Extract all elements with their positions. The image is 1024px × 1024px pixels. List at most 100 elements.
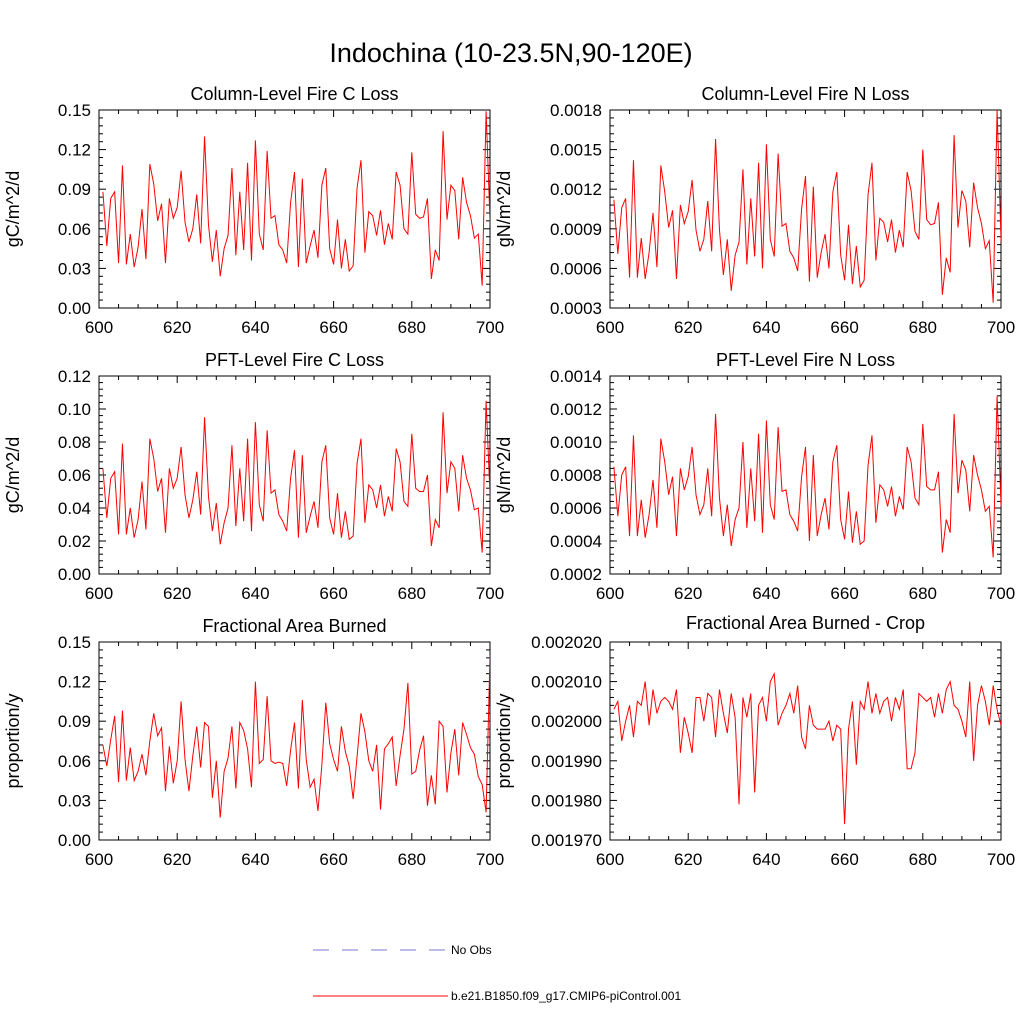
x-tick-label: 700 (987, 850, 1015, 869)
x-tick-label: 680 (909, 850, 937, 869)
x-tick-label: 700 (476, 850, 504, 869)
x-tick-label: 620 (163, 584, 191, 603)
x-tick-label: 640 (241, 318, 269, 337)
x-tick-label: 660 (319, 318, 347, 337)
y-tick-label: 0.09 (58, 712, 91, 731)
y-tick-label: 0.03 (58, 259, 91, 278)
y-tick-label: 0.08 (58, 433, 91, 452)
y-tick-label: 0.06 (58, 466, 91, 485)
x-tick-label: 680 (398, 318, 426, 337)
x-tick-label: 660 (319, 850, 347, 869)
x-tick-label: 600 (85, 850, 113, 869)
y-axis-label: gC/m^2/d (3, 437, 23, 513)
plot-frame (609, 109, 1002, 309)
y-tick-label: 0.0014 (550, 367, 602, 386)
panels: Column-Level Fire C Loss 600 620 640 660 680 7… (3, 84, 1015, 869)
y-tick-label: 0.12 (58, 141, 91, 160)
x-tick-label: 700 (476, 584, 504, 603)
series-line (102, 400, 490, 553)
legend-label-no-obs: No Obs (451, 943, 492, 957)
x-tick-label: 680 (398, 584, 426, 603)
x-tick-label: 640 (241, 584, 269, 603)
y-axis-label: gN/m^2/d (494, 437, 514, 513)
x-tick-label: 620 (674, 318, 702, 337)
y-tick-label: 0.002020 (531, 633, 602, 652)
y-tick-label: 0.0018 (550, 101, 602, 120)
x-tick-label: 640 (752, 318, 780, 337)
x-tick-label: 680 (909, 584, 937, 603)
x-tick-label: 640 (241, 850, 269, 869)
x-tick-label: 660 (319, 584, 347, 603)
panel-title: Fractional Area Burned - Crop (686, 613, 925, 633)
x-tick-label: 700 (987, 584, 1015, 603)
y-tick-label: 0.15 (58, 633, 91, 652)
y-tick-label: 0.0003 (550, 299, 602, 318)
y-tick-label: 0.0006 (550, 259, 602, 278)
y-tick-label: 0.001970 (531, 831, 602, 850)
panel-title: Column-Level Fire N Loss (701, 84, 909, 104)
x-tick-label: 660 (830, 584, 858, 603)
panel-3: PFT-Level Fire C Loss 600 620 640 660 680 700 0… (3, 350, 504, 603)
y-tick-label: 0.15 (58, 101, 91, 120)
y-tick-label: 0.0012 (550, 180, 602, 199)
y-tick-label: 0.0010 (550, 433, 602, 452)
panel-1: Column-Level Fire C Loss 600 620 640 660 680 7… (3, 84, 504, 337)
panel-5: Fractional Area Burned 600 620 640 660 680 700… (3, 616, 504, 869)
x-tick-label: 620 (163, 318, 191, 337)
y-tick-label: 0.0012 (550, 400, 602, 419)
y-tick-label: 0.0008 (550, 466, 602, 485)
y-tick-label: 0.0009 (550, 220, 602, 239)
x-tick-label: 680 (398, 850, 426, 869)
panel-title: PFT-Level Fire N Loss (716, 350, 895, 370)
x-tick-label: 640 (752, 850, 780, 869)
y-tick-label: 0.06 (58, 220, 91, 239)
y-tick-label: 0.12 (58, 367, 91, 386)
panel-6: Fractional Area Burned - Crop 600 620 640 66… (494, 613, 1015, 869)
y-tick-label: 0.02 (58, 532, 91, 551)
x-tick-label: 620 (674, 850, 702, 869)
y-tick-label: 0.04 (58, 499, 91, 518)
x-tick-label: 600 (85, 318, 113, 337)
y-tick-label: 0.00 (58, 565, 91, 584)
panel-4: PFT-Level Fire N Loss 600 620 640 660 680 700 0… (494, 350, 1015, 603)
legend: No Obs b.e21.B1850.f09_g17.CMIP6-piContr… (313, 943, 681, 1003)
panel-title: Column-Level Fire C Loss (190, 84, 398, 104)
x-tick-label: 660 (830, 850, 858, 869)
x-tick-label: 640 (752, 584, 780, 603)
panel-2: Column-Level Fire N Loss 600 620 640 660 680 7… (494, 84, 1015, 337)
x-tick-label: 600 (85, 584, 113, 603)
y-axis-label: gN/m^2/d (494, 171, 514, 247)
y-tick-label: 0.0004 (550, 532, 602, 551)
y-tick-label: 0.00 (58, 299, 91, 318)
series-line (613, 395, 1001, 558)
figure-title: Indochina (10-23.5N,90-120E) (329, 38, 692, 68)
y-tick-label: 0.12 (58, 673, 91, 692)
y-tick-label: 0.001990 (531, 752, 602, 771)
x-tick-label: 700 (987, 318, 1015, 337)
x-tick-label: 700 (476, 318, 504, 337)
x-tick-label: 680 (909, 318, 937, 337)
plot-frame (609, 641, 1002, 841)
y-tick-label: 0.06 (58, 752, 91, 771)
series-line (102, 655, 490, 818)
y-tick-label: 0.002000 (531, 712, 602, 731)
y-axis-label: gC/m^2/d (3, 171, 23, 247)
x-tick-label: 620 (163, 850, 191, 869)
y-tick-label: 0.002010 (531, 673, 602, 692)
y-tick-label: 0.001980 (531, 791, 602, 810)
x-tick-label: 620 (674, 584, 702, 603)
y-tick-label: 0.03 (58, 791, 91, 810)
panel-title: PFT-Level Fire C Loss (205, 350, 384, 370)
y-tick-label: 0.0002 (550, 565, 602, 584)
y-tick-label: 0.0015 (550, 141, 602, 160)
y-tick-label: 0.10 (58, 400, 91, 419)
y-axis-label: proportion/y (494, 693, 514, 788)
series-line (613, 671, 1001, 825)
y-tick-label: 0.09 (58, 180, 91, 199)
x-tick-label: 600 (596, 318, 624, 337)
series-line (102, 111, 490, 286)
x-tick-label: 600 (596, 584, 624, 603)
y-tick-label: 0.00 (58, 831, 91, 850)
plot-frame (98, 641, 491, 841)
